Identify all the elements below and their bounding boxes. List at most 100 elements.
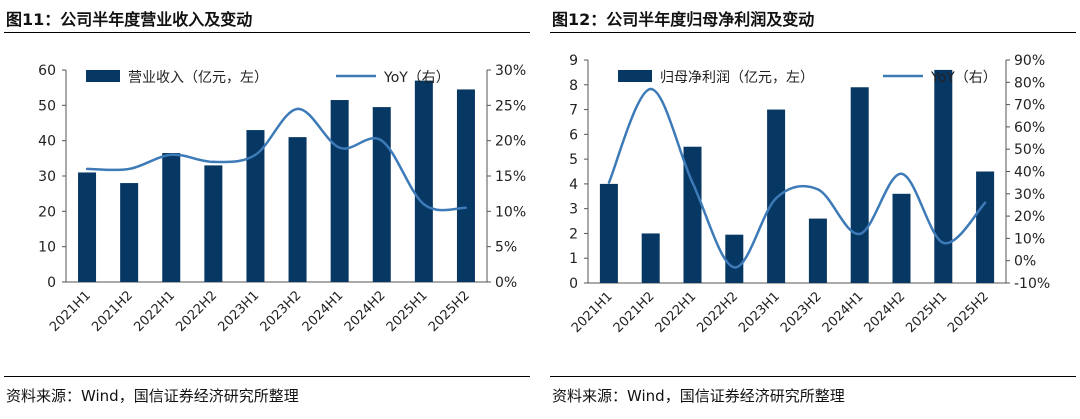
right-axis-tick-label: 50% — [1014, 142, 1045, 158]
right-axis-tick-label: 20% — [1014, 209, 1045, 225]
bar — [330, 100, 349, 283]
net-profit-chart: 0 1 2 3 4 5 6 7 8 9 -10% 0% 10% 20% 30% 40% 50% 60% 70% 80%… — [569, 53, 1050, 336]
yoy-point — [127, 167, 131, 171]
x-axis-tick-label: 2025H2 — [426, 288, 473, 335]
left-axis-tick-label: 40 — [38, 134, 56, 150]
bar — [641, 233, 660, 283]
x-axis-tick-label: 2023H1 — [216, 288, 263, 335]
bar — [725, 234, 744, 283]
x-axis-tick-label: 2022H2 — [173, 288, 220, 335]
left-axis-tick-label: 5 — [569, 152, 578, 168]
right-axis-tick-label: 5% — [495, 240, 517, 256]
x-axis-tick-label: 2021H2 — [611, 289, 658, 336]
left-axis-tick-label: 10 — [38, 240, 56, 256]
yoy-point — [607, 181, 611, 184]
x-axis-tick-label: 2022H1 — [131, 288, 178, 335]
right-axis-tick-label: 60% — [1014, 120, 1045, 136]
legend-line-label: YoY（右） — [930, 70, 997, 86]
x-axis-tick-label: 2023H2 — [258, 288, 305, 335]
yoy-point — [691, 181, 694, 184]
source-note: 资料来源：Wind，国信证券经济研究所整理 — [552, 387, 845, 405]
left-axis-tick-label: 7 — [569, 103, 578, 119]
x-axis-tick-label: 2023H1 — [736, 289, 783, 336]
yoy-point — [85, 167, 89, 171]
source-rule — [4, 376, 530, 377]
bar — [892, 193, 911, 283]
left-axis-tick-label: 6 — [569, 127, 578, 143]
left-axis-tick-label: 0 — [47, 275, 56, 291]
legend-bar-swatch — [618, 70, 652, 82]
figure-revenue: 图11：公司半年度营业收入及变动 0 10 20 30 40 50 60 0% 5% 10% 15%… — [4, 0, 532, 419]
right-axis-tick-label: 70% — [1014, 98, 1045, 114]
left-axis-tick-label: 3 — [569, 202, 578, 218]
left-axis-tick-label: 2 — [569, 226, 578, 242]
left-axis-tick-label: 9 — [569, 53, 578, 69]
bar — [683, 146, 702, 283]
figure-title: 图11：公司半年度营业收入及变动 — [6, 10, 253, 29]
revenue-chart: 01020304050600%5%10%15%20%25%30%2021H120… — [38, 63, 526, 335]
bar — [808, 218, 827, 283]
legend-line-label: YoY（右） — [383, 70, 450, 86]
figure-net-profit: 图12：公司半年度归母净利润及变动 0 1 2 3 4 5 6 7 8 9 -10% 0% 10% 20%… — [550, 0, 1078, 419]
x-axis-tick-label: 2022H2 — [694, 289, 741, 336]
title-rule — [4, 32, 530, 33]
bar — [204, 165, 223, 282]
yoy-line — [87, 107, 467, 212]
left-axis-tick-label: 8 — [569, 78, 578, 94]
yoy-point — [733, 266, 736, 269]
legend-bar-label: 归母净利润（亿元，左） — [660, 69, 814, 86]
yoy-point — [774, 197, 778, 200]
yoy-point — [649, 87, 652, 91]
yoy-line — [607, 87, 987, 269]
yoy-point — [983, 201, 987, 204]
yoy-point — [464, 206, 468, 209]
yoy-point — [422, 203, 426, 206]
bar — [934, 69, 953, 284]
figure-title: 图12：公司半年度归母净利润及变动 — [552, 10, 815, 29]
right-axis-tick-label: 10% — [495, 204, 526, 220]
right-axis-tick-label: 40% — [1014, 165, 1045, 181]
bar — [456, 89, 475, 282]
x-axis-tick-label: 2024H2 — [862, 289, 909, 336]
x-axis-tick-label: 2025H2 — [945, 289, 992, 336]
yoy-point — [338, 146, 341, 149]
yoy-point — [858, 232, 861, 236]
right-axis-tick-label: 15% — [495, 169, 526, 185]
yoy-point — [900, 172, 903, 175]
x-axis-tick-label: 2024H2 — [342, 288, 389, 335]
source-rule — [550, 376, 1076, 377]
bar — [599, 183, 618, 283]
source-note: 资料来源：Wind，国信证券经济研究所整理 — [6, 387, 299, 405]
x-axis-tick-label: 2024H1 — [300, 288, 347, 335]
legend-bar-label: 营业收入（亿元，左） — [128, 70, 268, 86]
x-axis-tick-label: 2022H1 — [653, 289, 700, 336]
x-axis-tick-label: 2024H1 — [820, 289, 867, 336]
x-axis-tick-label: 2021H1 — [569, 289, 616, 336]
yoy-point — [254, 153, 257, 156]
left-axis-tick-label: 20 — [38, 204, 56, 220]
bar — [414, 80, 433, 282]
x-axis-tick-label: 2025H1 — [903, 289, 950, 336]
x-axis-tick-label: 2023H2 — [778, 289, 825, 336]
left-axis-tick-label: 4 — [569, 177, 578, 193]
bar — [78, 172, 97, 282]
x-axis-tick-label: 2021H1 — [47, 288, 94, 335]
right-axis-tick-label: 30% — [1014, 187, 1045, 203]
title-rule — [550, 32, 1076, 33]
bar — [850, 87, 869, 283]
bar — [120, 183, 139, 282]
right-axis-tick-label: 20% — [495, 134, 526, 150]
bar — [976, 171, 995, 283]
right-axis-tick-label: 30% — [495, 63, 526, 79]
x-axis-tick-label: 2021H2 — [89, 288, 136, 335]
yoy-point — [380, 139, 383, 142]
bar — [767, 109, 786, 283]
right-axis-tick-label: 10% — [1014, 231, 1045, 247]
right-axis-tick-label: 0% — [495, 275, 517, 291]
left-axis-tick-label: 30 — [38, 169, 56, 185]
left-axis-tick-label: 1 — [569, 251, 578, 267]
right-axis-tick-label: 80% — [1014, 75, 1045, 91]
bar — [246, 130, 265, 282]
bar — [372, 107, 391, 282]
bar — [162, 153, 181, 282]
